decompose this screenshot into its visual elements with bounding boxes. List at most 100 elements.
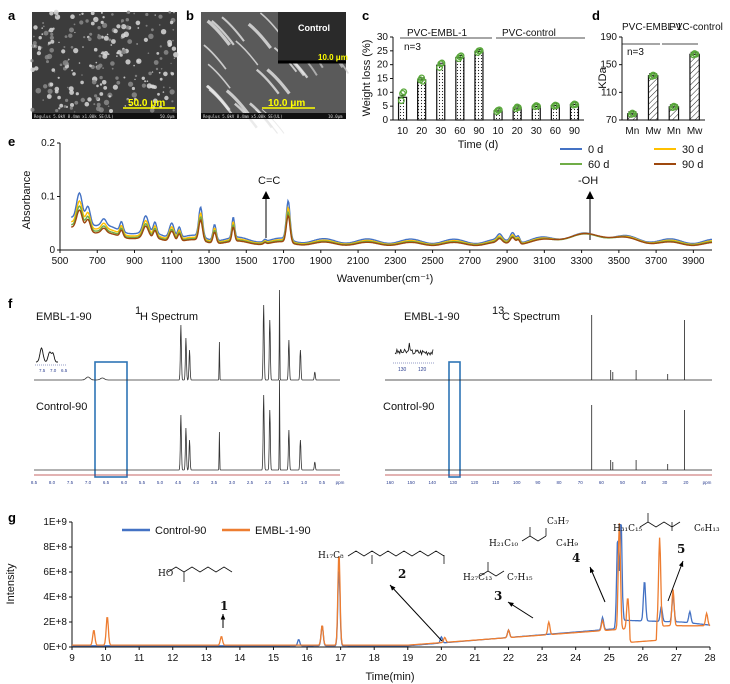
sem-a-particle <box>172 28 175 31</box>
sem-a-particle <box>113 28 118 34</box>
nmr-c-axis-tick: 70 <box>578 480 584 485</box>
sem-a-particle <box>171 100 174 103</box>
sem-a-particle <box>121 21 123 23</box>
sem-a-particle <box>30 107 35 112</box>
sem-a-particle <box>55 14 58 17</box>
sem-a-particle <box>160 29 167 35</box>
g-legend-label: EMBL-1-90 <box>255 525 311 537</box>
c-replicate-point <box>534 102 541 110</box>
c-bar <box>417 79 427 121</box>
sem-a-particle <box>73 23 76 26</box>
g-peak-arrowhead <box>390 585 396 591</box>
sem-inset-label: Control <box>298 23 330 33</box>
panel-label-a: a <box>8 8 16 23</box>
c-bar <box>455 56 465 121</box>
g-series-embl-line <box>72 523 711 646</box>
sem-a-particle <box>50 32 54 37</box>
sem-a-particle <box>100 11 103 14</box>
sem-a-particle <box>103 51 109 56</box>
sem-a-particle <box>141 76 145 81</box>
sem-a-particle <box>123 31 129 38</box>
sem-a-particle <box>101 80 107 85</box>
c-xtick-label: 30 <box>531 126 543 137</box>
sem-a-particle <box>156 52 160 55</box>
sem-a-particle <box>146 83 152 89</box>
c-xlabel: Time (d) <box>458 139 499 151</box>
g-xtick-label: 22 <box>503 653 515 664</box>
nmr-h-axis-tick: 5.5 <box>139 480 146 485</box>
chem-s5b: C₆H₁₃ <box>694 524 720 534</box>
sem-a-particle <box>70 14 75 19</box>
sem-a-particle <box>170 72 175 76</box>
sem-a-particle <box>70 46 74 49</box>
sem-a-particle <box>116 24 121 29</box>
sem-a-particle <box>35 87 42 94</box>
sem-a-particle <box>42 22 45 24</box>
sem-a-particle <box>103 86 108 90</box>
sem-a-footer-right: 50.0μm <box>160 114 175 119</box>
sem-a-particle <box>99 75 103 80</box>
nmr-c-axis-tick: 30 <box>662 480 668 485</box>
sem-a-particle <box>157 92 160 96</box>
sem-a-particle <box>69 27 74 33</box>
sem-a-particle <box>116 80 121 85</box>
g-xtick-label: 17 <box>335 653 347 664</box>
sem-inset-scale: 10.0 μm <box>318 53 348 62</box>
sem-a-particle <box>94 94 98 98</box>
panel-label-b: b <box>186 8 194 23</box>
e-legend-label: 60 d <box>588 159 609 171</box>
sem-a-particle <box>67 59 69 61</box>
nmr-h-inset-tick: 6.5 <box>61 368 68 373</box>
nmr-h-axis-tick: 1.0 <box>301 480 308 485</box>
sem-a-particle <box>91 79 97 85</box>
e-xtick-label: 3100 <box>533 256 556 267</box>
sem-a-particle <box>36 51 42 56</box>
g-xtick-label: 26 <box>637 653 649 664</box>
sem-a-particle <box>38 45 41 49</box>
sem-b-scale: 10.0 μm <box>268 98 305 109</box>
e-xtick-label: 1500 <box>235 256 258 267</box>
c-ytick-label: 0 <box>382 115 388 126</box>
nmr-c-axis-tick: 80 <box>557 480 563 485</box>
nmr-c-inset-trace <box>394 342 434 357</box>
c-bar <box>493 110 503 121</box>
sem-a-particle <box>125 59 131 65</box>
g-peak-arrowhead <box>220 614 226 620</box>
nmr-h-axis-tick: 5.0 <box>157 480 164 485</box>
sem-a-particle <box>89 64 92 68</box>
nmr-h-axis-tick: 2.5 <box>247 480 254 485</box>
sem-a-particle <box>169 20 174 25</box>
sem-a-particle <box>73 48 79 54</box>
sem-a-particle <box>126 98 129 101</box>
sem-a-particle <box>89 32 93 36</box>
nmr-h-inset-trace <box>35 347 58 363</box>
sem-a-particle <box>148 33 154 39</box>
sem-a-particle <box>124 105 127 107</box>
sem-a-particle <box>81 12 84 15</box>
d-n-annotation: n=3 <box>627 47 644 58</box>
nmr-c-axis-tick: 100 <box>513 480 521 485</box>
c-ytick-label: 5 <box>382 101 388 112</box>
sem-b-streak <box>211 20 235 46</box>
ester-2-structure <box>347 550 445 564</box>
g-ytick-label: 6E+8 <box>43 567 67 578</box>
nmr-h-inset-tick: 7.0 <box>50 368 57 373</box>
sem-a-particle <box>163 71 168 77</box>
c-replicate-point <box>476 47 484 55</box>
d-ylabel: KDa <box>597 66 609 88</box>
panel-label-e: e <box>8 134 15 149</box>
sem-a-particle <box>44 55 50 60</box>
g-xtick-label: 25 <box>604 653 616 664</box>
nmr-h-inset-tick: 7.5 <box>39 368 46 373</box>
sem-a-particle <box>131 86 135 91</box>
sem-a-particle <box>137 104 140 106</box>
sem-b-streak <box>203 44 227 70</box>
sem-b-streak <box>247 22 272 50</box>
panel-label-g: g <box>8 510 16 525</box>
sem-a-particle <box>49 48 54 53</box>
sem-b-streak <box>208 88 233 115</box>
g-xtick-label: 21 <box>469 653 481 664</box>
sem-a-particle <box>69 90 74 95</box>
sem-b-footer: Regulus 5.0kV 8.4mm x5.00k SE(UL) <box>203 114 282 119</box>
sem-a-particle <box>146 80 149 82</box>
